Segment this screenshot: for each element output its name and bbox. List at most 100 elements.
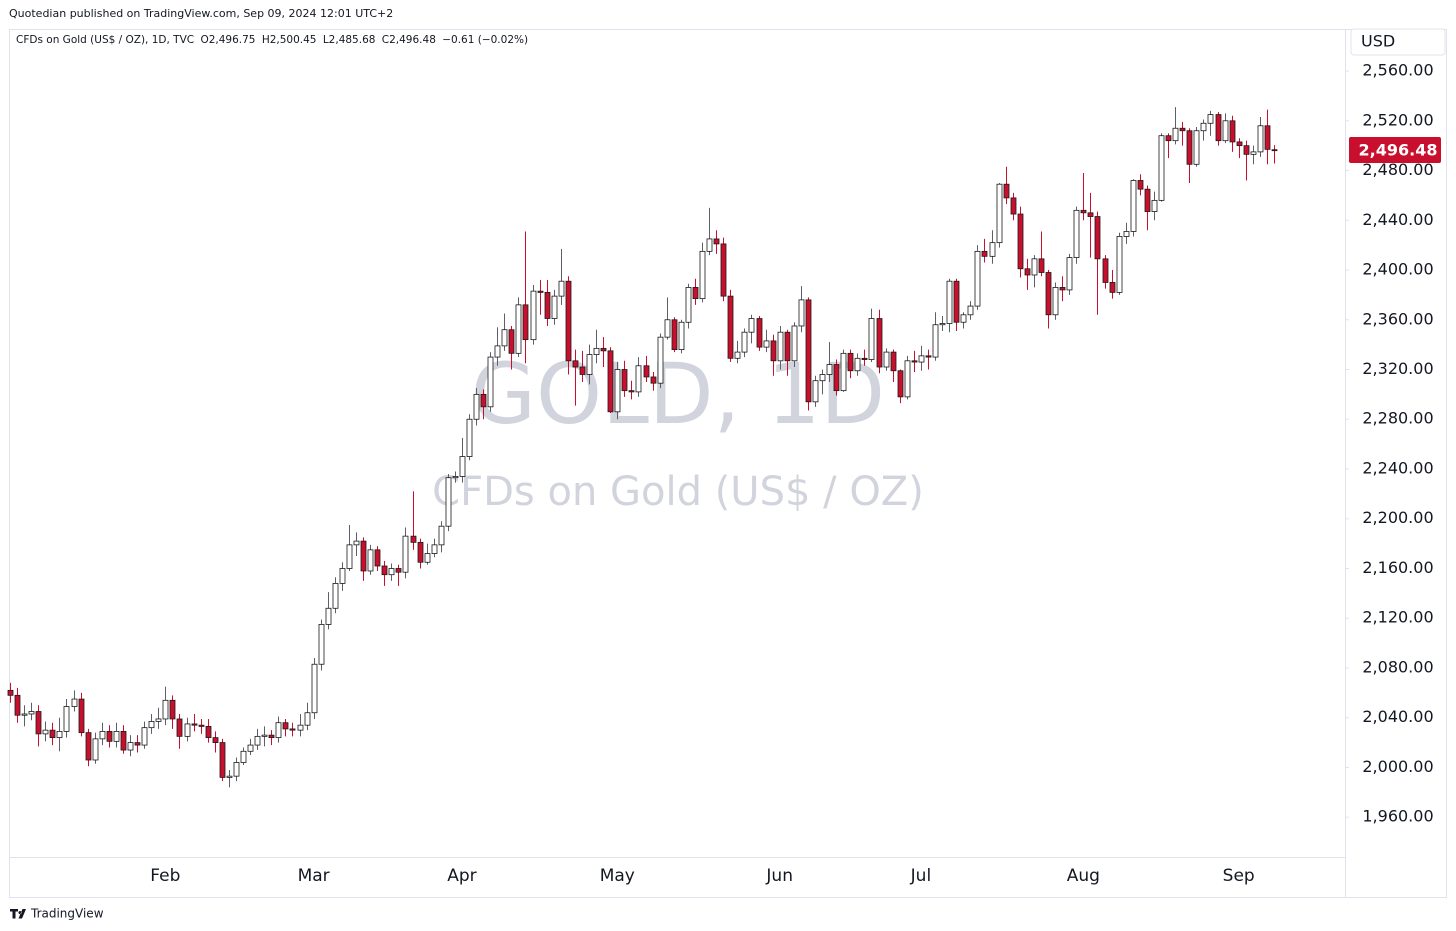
candle-body <box>981 250 988 257</box>
candle-body <box>424 553 431 563</box>
candle-body <box>854 357 861 372</box>
candle-body <box>233 762 240 777</box>
candle-body <box>494 345 501 358</box>
candle-body <box>325 607 332 625</box>
candle-body <box>876 318 883 368</box>
candle-body <box>388 568 395 576</box>
candle-body <box>1102 258 1109 283</box>
candle-body <box>1052 287 1059 316</box>
candle-body <box>297 724 304 731</box>
candle-body <box>339 568 346 584</box>
candle-body <box>544 292 551 319</box>
legend-open: O2,496.75 <box>200 34 255 46</box>
candle-body <box>21 713 28 716</box>
candle-body <box>643 365 650 378</box>
candle-body <box>664 319 671 338</box>
x-tick-label: Feb <box>150 866 180 886</box>
legend-symbol: CFDs on Gold (US$ / OZ), 1D, TVC <box>16 34 194 46</box>
candles <box>7 107 1278 788</box>
candle-body <box>713 238 720 245</box>
candle-body <box>770 340 777 362</box>
candle-body <box>883 351 890 368</box>
candle-body <box>162 699 169 720</box>
candle-body <box>1087 212 1094 217</box>
candle-body <box>1123 231 1130 237</box>
y-tick-label: 2,480.00 <box>1362 160 1433 179</box>
y-tick-label: 2,440.00 <box>1362 210 1433 229</box>
candle-body <box>833 364 840 392</box>
currency[interactable]: USD <box>1361 32 1395 51</box>
candle-body <box>92 738 99 761</box>
candle-body <box>890 351 897 372</box>
legend-high: H2,500.45 <box>262 34 317 46</box>
currency-box[interactable] <box>1350 28 1446 56</box>
candle-body <box>537 290 544 293</box>
candle-body <box>741 331 748 353</box>
candle-body <box>134 742 141 746</box>
candle-body <box>381 565 388 576</box>
candle-body <box>1236 141 1243 147</box>
candle-body <box>565 280 572 362</box>
x-tick-label: Aug <box>1067 866 1100 886</box>
legend: CFDs on Gold (US$ / OZ), 1D, TVC O2,496.… <box>16 34 528 46</box>
candle-body <box>247 744 254 752</box>
legend-low: L2,485.68 <box>323 34 376 46</box>
candle-body <box>671 319 678 351</box>
candle-body <box>191 723 198 726</box>
candle-body <box>1137 180 1144 190</box>
candle-body <box>1172 127 1179 142</box>
y-tick-label: 2,320.00 <box>1362 359 1433 378</box>
candle-body <box>445 477 452 527</box>
candle-body <box>120 730 127 751</box>
candle-body <box>353 540 360 546</box>
x-tick-label: Apr <box>447 866 476 886</box>
candle-body <box>268 734 275 739</box>
candle-body <box>374 549 381 567</box>
candle-body <box>911 360 918 363</box>
candle-body <box>861 357 868 360</box>
x-tick-label: Sep <box>1223 866 1255 886</box>
candle-body <box>932 324 939 358</box>
candle-body <box>1144 188 1151 212</box>
candle-body <box>1222 120 1229 142</box>
candle-body <box>14 694 21 716</box>
candle-body <box>198 724 205 727</box>
candle-body <box>1073 209 1080 258</box>
y-tick-label: 1,960.00 <box>1362 807 1433 826</box>
pane-border <box>9 29 1447 898</box>
candle-body <box>240 750 247 763</box>
candle-body <box>85 732 92 761</box>
candle-body <box>452 476 459 479</box>
candle-body <box>1017 213 1024 270</box>
candle-body <box>925 355 932 358</box>
candle-body <box>989 242 996 257</box>
candle-body <box>904 360 911 398</box>
x-tick-label: Jun <box>765 866 793 886</box>
y-tick-label: 2,280.00 <box>1362 409 1433 428</box>
x-tick-label: Jul <box>910 866 932 886</box>
candle-body <box>141 727 148 746</box>
candle-body <box>953 280 960 323</box>
candle-body <box>417 541 424 563</box>
candle-body <box>720 243 727 297</box>
candle-body <box>402 535 409 573</box>
y-tick-label: 2,160.00 <box>1362 558 1433 577</box>
candle-body <box>699 250 706 300</box>
candle-body <box>1215 114 1222 142</box>
candle-body <box>522 304 529 341</box>
candle-body <box>282 722 289 730</box>
candle-body <box>473 393 480 420</box>
candle-body <box>431 544 438 554</box>
candle-body <box>784 331 791 362</box>
candle-body <box>996 183 1003 244</box>
candle-body <box>600 347 607 352</box>
candle-body <box>918 355 925 363</box>
candle-body <box>56 730 63 739</box>
candle-body <box>819 374 826 382</box>
candle-body <box>1250 151 1257 155</box>
candle-body <box>28 711 35 715</box>
candle-body <box>1158 135 1165 201</box>
y-tick-label: 2,520.00 <box>1362 110 1433 129</box>
candle-body <box>558 280 565 297</box>
